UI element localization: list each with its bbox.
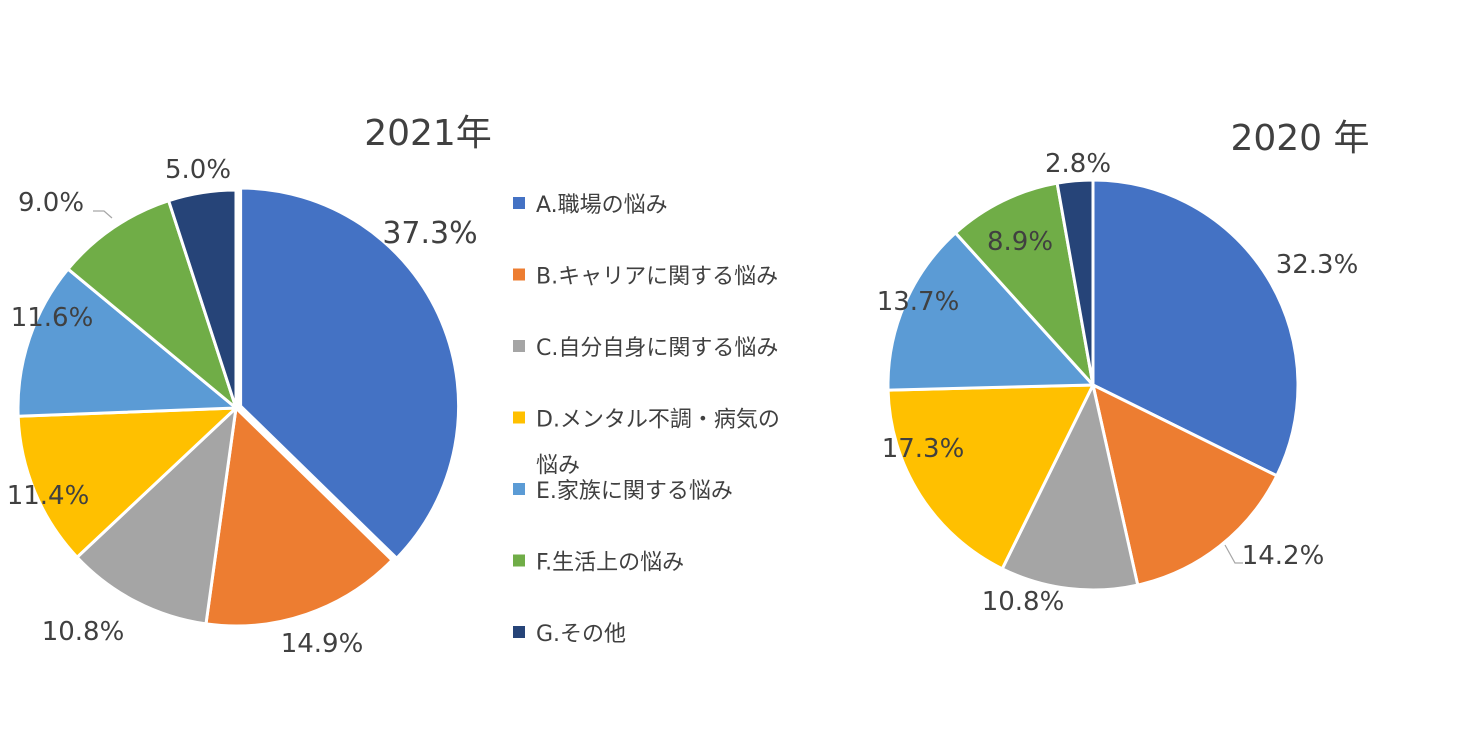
legend-label-3: D.メンタル不調・病気の [536,408,780,433]
chart-title-1: 2020 年 [1230,118,1369,159]
pie-slice-1-2 [1000,383,1140,592]
legend-swatch-4 [513,483,525,495]
data-label-1-0: 32.3% [1276,250,1359,280]
pie-slice-0-3 [16,406,238,559]
legend-swatch-5 [513,554,525,567]
legend-swatch-1 [513,268,525,281]
legend-swatch-0 [513,197,525,209]
data-label-0-0: 37.3% [382,216,477,251]
data-label-1-2: 10.8% [982,587,1065,617]
pie-slice-0-4 [16,267,238,418]
legend-label-0: A.職場の悩み [536,193,668,218]
data-label-0-1: 14.9% [281,629,364,659]
data-label-0-3: 11.4% [7,481,90,511]
legend-label-1: B.キャリアに関する悩み [536,265,778,290]
legend-label-3-line2: 悩み [536,454,580,479]
legend-label-2: C.自分自身に関する悩み [536,336,778,361]
legend-swatch-3 [513,411,525,424]
data-label-1-3: 17.3% [882,434,965,464]
pie-slice-1-4 [886,231,1095,392]
chart-title-0: 2021年 [364,113,492,154]
leader-line-0-5 [93,210,113,219]
legend-label-6: G.その他 [536,622,626,647]
pie-slice-1-5 [954,181,1095,387]
data-label-1-1: 14.2% [1242,541,1325,571]
data-label-0-2: 10.8% [42,617,125,647]
legend-swatch-2 [513,340,525,352]
data-label-1-4: 13.7% [877,287,960,317]
legend-label-4: E.家族に関する悩み [536,479,733,504]
legend-label-5: F.生活上の悩み [536,551,684,576]
pie-slice-0-5 [66,199,238,410]
pie-slice-0-2 [75,406,238,626]
data-label-0-6: 5.0% [165,155,231,185]
pie-slice-1-1 [1091,383,1279,587]
pie-slice-1-3 [886,383,1095,571]
data-label-0-5: 9.0% [18,188,84,218]
pie-slice-0-0 [239,186,461,560]
data-label-1-5: 8.9% [987,227,1053,257]
pie-slice-1-0 [1091,178,1300,478]
data-label-1-6: 2.8% [1045,149,1111,179]
data-label-0-4: 11.6% [11,303,94,333]
pie-slice-0-6 [167,188,238,410]
leader-line-1-1 [1224,544,1243,564]
pie-slice-1-6 [1055,178,1095,387]
legend-swatch-6 [513,626,525,638]
pie-slice-0-1 [204,406,394,628]
